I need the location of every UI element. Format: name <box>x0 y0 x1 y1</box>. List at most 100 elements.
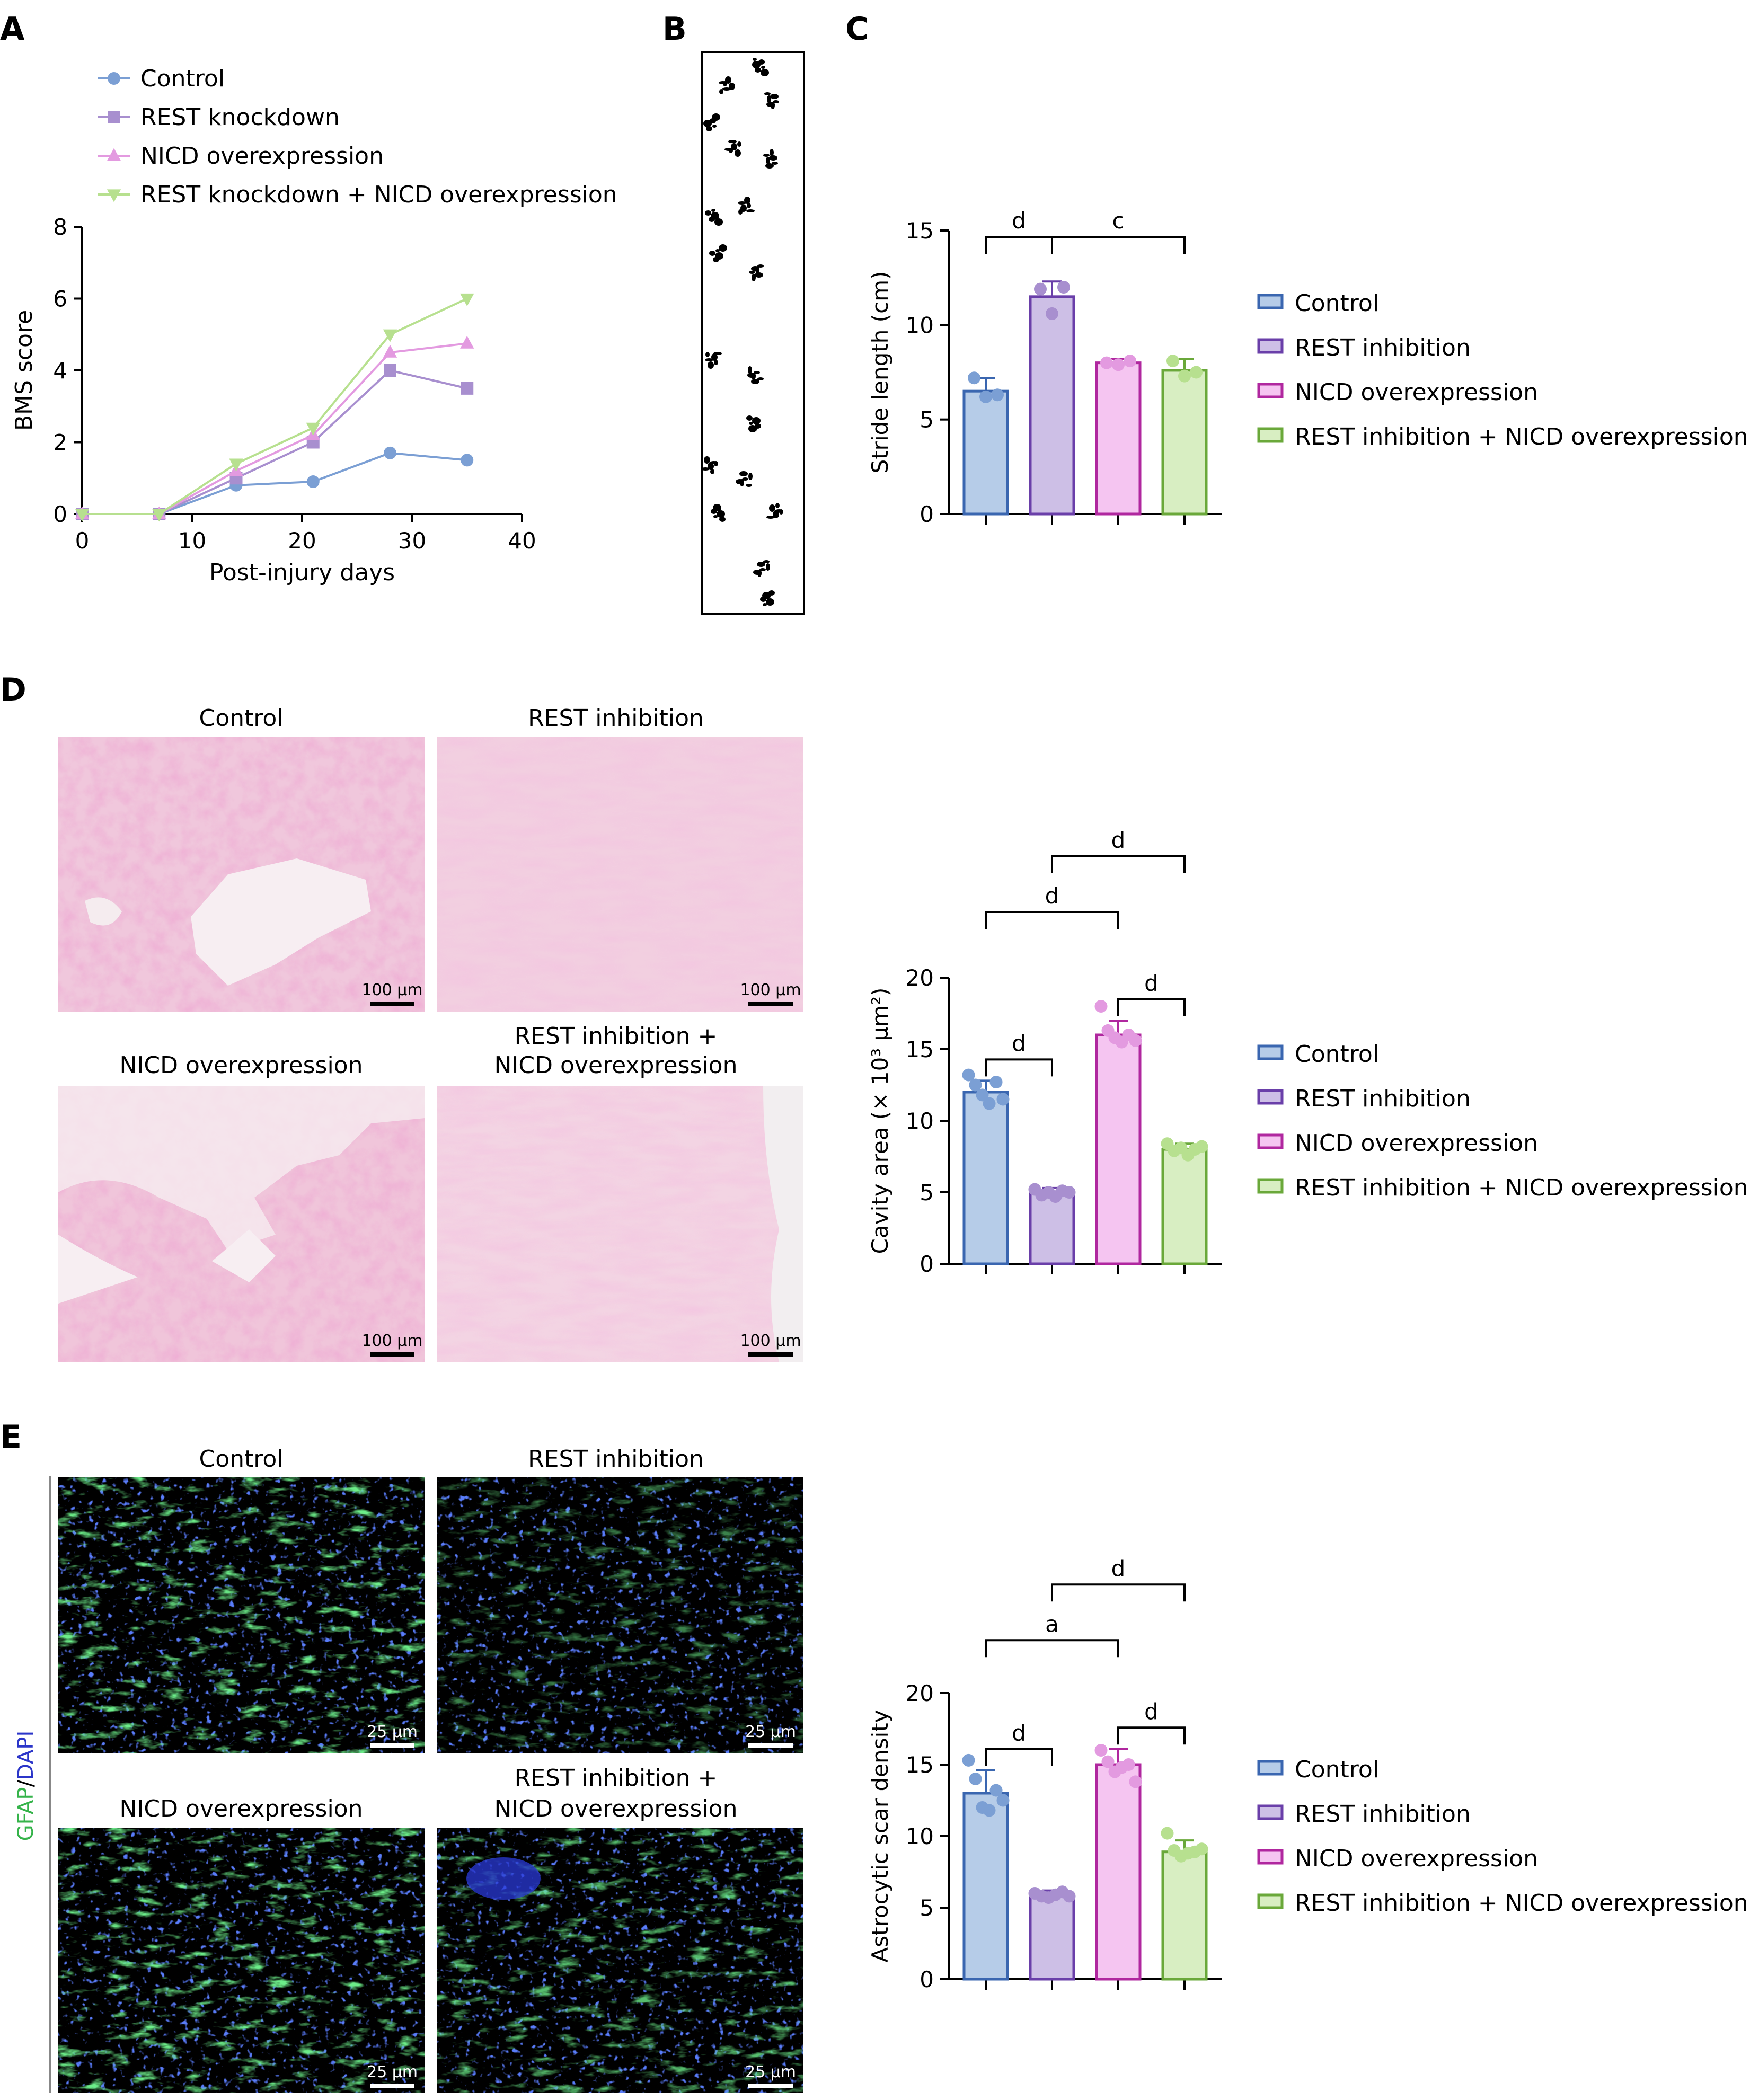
he-image-combo <box>437 1086 803 1362</box>
scale-bar-label: 25 µm <box>745 2063 796 2081</box>
if-title-rest: REST inhibition <box>528 1446 704 1473</box>
paw-dot <box>711 209 715 212</box>
stride-length-bar-chart: 0 5 10 15 Stride length (cm) d c Control REST in… <box>867 208 1748 527</box>
footprint-panel <box>701 51 805 615</box>
paw-dot <box>746 209 755 212</box>
y-tick-label: 4 <box>53 358 67 384</box>
legend-swatch <box>1257 1044 1284 1060</box>
bar <box>1029 1191 1075 1265</box>
paw-dot <box>712 113 720 121</box>
data-point <box>989 1784 1003 1797</box>
data-point <box>107 148 121 161</box>
scale-bar-if-2: 25 µm <box>745 1723 796 1748</box>
paw-dot <box>763 560 770 563</box>
data-point <box>1178 369 1191 383</box>
scale-bar-label: 100 µm <box>740 981 801 999</box>
series-line <box>82 451 467 515</box>
data-point <box>1100 356 1113 369</box>
bar <box>1095 1033 1142 1265</box>
if-title-control: Control <box>199 1446 283 1473</box>
footprint-frame <box>701 51 805 615</box>
significance-label: a <box>1045 1611 1059 1637</box>
scale-bar-label: 25 µm <box>367 2063 418 2081</box>
paw-dot <box>746 415 753 421</box>
bar <box>1029 1893 1075 1981</box>
y-tick-label: 20 <box>906 1680 934 1706</box>
y-tick-label: 15 <box>906 218 934 244</box>
significance-label: d <box>1012 1720 1026 1746</box>
legend-swatch <box>1257 1760 1284 1776</box>
legend-label: REST inhibition + NICD overexpression <box>1295 1174 1748 1201</box>
y-tick-label: 20 <box>906 965 934 991</box>
y-tick-label: 0 <box>920 1251 934 1277</box>
significance-bracket <box>1117 1726 1186 1745</box>
data-point <box>383 329 397 342</box>
x-tick-label: 0 <box>75 528 90 554</box>
paw-dot <box>775 509 783 512</box>
x-tick-label: 40 <box>508 528 536 554</box>
paw-dot <box>735 149 741 157</box>
paw-dot <box>747 373 756 378</box>
legend-swatch <box>1257 1849 1284 1865</box>
y-axis-label: Stride length (cm) <box>867 271 893 474</box>
legend-label: REST knockdown + NICD overexpression <box>140 181 617 208</box>
series-line <box>82 342 467 515</box>
paw-dot <box>703 120 712 127</box>
data-point <box>107 189 121 202</box>
paw-print <box>747 366 764 384</box>
panel-letter-d: D <box>0 671 26 708</box>
he-image-grid: Control REST inhibition NICD overexpress… <box>58 705 803 1362</box>
paw-dot <box>705 358 713 361</box>
y-axis-label: Cavity area (× 10³ µm²) <box>867 988 893 1254</box>
y-tick-label: 10 <box>906 1108 934 1134</box>
paw-print <box>719 76 735 94</box>
legend-label: NICD overexpression <box>1295 379 1538 406</box>
data-point <box>1046 307 1058 320</box>
data-point <box>75 509 90 522</box>
paw-dot <box>773 511 779 518</box>
significance-bracket <box>985 1748 1053 1766</box>
he-image-nicd <box>58 1086 425 1362</box>
x-tick-label: 30 <box>398 528 426 554</box>
paw-dot <box>714 218 723 226</box>
paw-dot <box>767 95 771 103</box>
data-point <box>384 446 396 459</box>
paw-dot <box>755 67 761 73</box>
panel-letter-b: B <box>662 11 687 48</box>
cavity-area-bar-chart: 0 5 10 15 20 Cavity area (× 10³ µm²) d d d d Contr… <box>867 827 1748 1277</box>
significance-bracket <box>1117 998 1186 1016</box>
legend-label: REST knockdown <box>140 104 340 131</box>
data-point <box>1166 355 1179 368</box>
gfap-label: GFAP <box>14 1787 38 1841</box>
paw-dot <box>728 140 737 143</box>
data-point <box>306 422 320 436</box>
paw-dot <box>761 66 765 69</box>
paw-dot <box>754 371 760 374</box>
paw-dot <box>722 87 731 91</box>
paw-dot <box>770 94 779 99</box>
y-tick-label: 8 <box>53 214 67 240</box>
paw-dot <box>772 162 778 165</box>
significance-bracket <box>1051 236 1186 254</box>
data-point <box>969 1078 982 1092</box>
paw-dot <box>761 69 769 76</box>
paw-dot <box>766 102 775 107</box>
paw-print <box>753 560 770 577</box>
paw-print <box>760 590 775 606</box>
data-point <box>983 1804 996 1817</box>
legend-swatch <box>1257 383 1284 398</box>
paw-dot <box>719 81 727 84</box>
significance-bracket <box>1051 1583 1186 1602</box>
paw-dot <box>746 484 752 487</box>
x-tick-label: 20 <box>288 528 316 554</box>
paw-dot <box>739 471 748 476</box>
data-point <box>969 1773 982 1785</box>
data-point <box>1094 1744 1108 1757</box>
significance-label: d <box>1111 827 1126 853</box>
data-point <box>108 72 120 85</box>
data-point <box>1101 1755 1115 1768</box>
y-tick-label: 5 <box>920 1895 934 1921</box>
data-point <box>461 454 474 467</box>
if-image-combo <box>437 1828 803 2093</box>
legend-label: Control <box>140 65 225 92</box>
